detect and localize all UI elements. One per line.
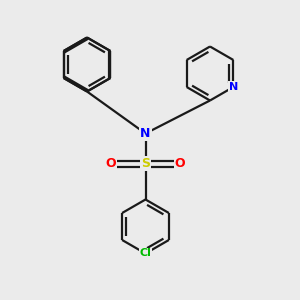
- Text: Cl: Cl: [140, 248, 152, 259]
- Text: O: O: [106, 157, 116, 170]
- Text: N: N: [229, 82, 238, 92]
- Text: N: N: [140, 127, 151, 140]
- Text: S: S: [141, 157, 150, 170]
- Text: O: O: [175, 157, 185, 170]
